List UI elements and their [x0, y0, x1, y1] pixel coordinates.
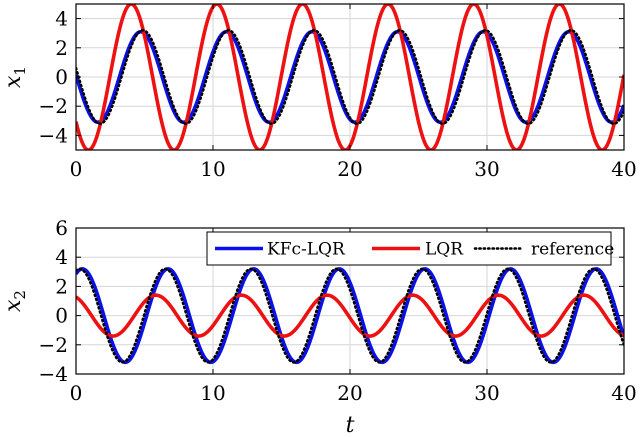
- x-tick-label: 10: [200, 381, 225, 405]
- y-tick-label: −4: [39, 362, 68, 386]
- legend: KFc-LQR LQR reference: [206, 231, 614, 266]
- x-tick-label: 40: [611, 381, 636, 405]
- y-tick-label: −4: [39, 123, 68, 147]
- x-tick-label: 10: [200, 157, 225, 181]
- y-tick-label: −2: [39, 333, 68, 357]
- y-axis-label: x2: [1, 290, 29, 312]
- y-tick-label: −2: [39, 94, 68, 118]
- series-line-reference: [76, 28, 624, 126]
- x-tick-label: 20: [337, 157, 362, 181]
- x-tick-label: 30: [474, 157, 499, 181]
- y-tick-label: 4: [55, 7, 68, 31]
- y-tick-label: 2: [55, 274, 68, 298]
- x-tick-label: 20: [337, 381, 362, 405]
- y-tick-label: 0: [55, 304, 68, 328]
- y-tick-label: 2: [55, 36, 68, 60]
- y-tick-label: 4: [55, 245, 68, 269]
- x-tick-label: 0: [70, 381, 83, 405]
- x-tick-label: 30: [474, 381, 499, 405]
- x-tick-label: 40: [611, 157, 636, 181]
- series-line-lqr: [76, 293, 624, 338]
- legend-label: reference: [531, 240, 614, 260]
- series-line-reference: [76, 267, 624, 364]
- x-tick-label: 0: [70, 157, 83, 181]
- x-axis-label: t: [346, 413, 355, 437]
- y-tick-label: 6: [55, 216, 68, 240]
- y-tick-label: 0: [55, 65, 68, 89]
- legend-label: LQR: [425, 240, 464, 260]
- y-axis-label: x1: [1, 66, 29, 88]
- legend-label: KFc-LQR: [267, 240, 346, 260]
